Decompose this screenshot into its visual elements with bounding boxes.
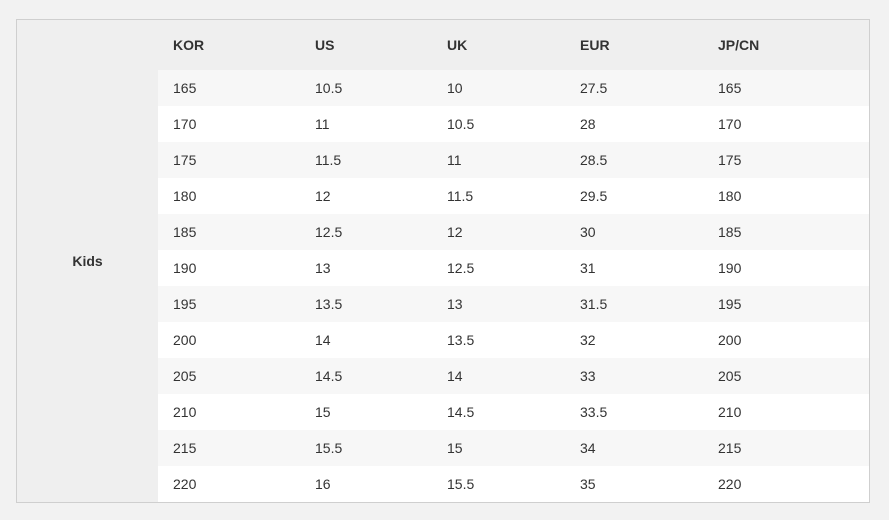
cell-kor: 170 <box>173 116 197 132</box>
cell-kor: 205 <box>173 368 197 384</box>
cell-eur: 28.5 <box>580 152 608 168</box>
cell-uk: 14.5 <box>447 404 475 420</box>
cell-kor: 200 <box>173 332 197 348</box>
cell-uk: 12 <box>447 224 463 240</box>
cell-eur: 28 <box>580 116 596 132</box>
column-header-jp-cn: JP/CN <box>718 37 760 53</box>
column-header-kor: KOR <box>173 37 205 53</box>
cell-uk: 10.5 <box>447 116 475 132</box>
cell-jp-cn: 210 <box>718 404 742 420</box>
cell-us: 14 <box>315 332 331 348</box>
cell-kor: 180 <box>173 188 197 204</box>
cell-kor: 215 <box>173 440 197 456</box>
cell-eur: 29.5 <box>580 188 608 204</box>
cell-jp-cn: 195 <box>718 296 742 312</box>
table-row: 185 12.5 12 30 185 <box>158 214 869 250</box>
table-body: 165 10.5 10 27.5 165 170 11 10.5 28 170 175 11.5 11 2… <box>158 70 869 502</box>
cell-us: 11.5 <box>315 152 342 168</box>
table-row: 220 16 15.5 35 220 <box>158 466 869 502</box>
cell-eur: 31.5 <box>580 296 608 312</box>
cell-jp-cn: 220 <box>718 476 742 492</box>
column-header-us: US <box>315 37 335 53</box>
cell-us: 11 <box>315 116 330 132</box>
cell-kor: 210 <box>173 404 197 420</box>
size-chart-table: Kids KOR US UK EUR JP/CN 165 10.5 10 27.5 16… <box>16 19 870 503</box>
cell-kor: 165 <box>173 80 197 96</box>
cell-uk: 13 <box>447 296 463 312</box>
cell-eur: 34 <box>580 440 596 456</box>
table-row: 210 15 14.5 33.5 210 <box>158 394 869 430</box>
cell-us: 12 <box>315 188 331 204</box>
cell-eur: 33.5 <box>580 404 608 420</box>
cell-us: 13.5 <box>315 296 343 312</box>
cell-uk: 15 <box>447 440 463 456</box>
table-row: 175 11.5 11 28.5 175 <box>158 142 869 178</box>
table-row: 200 14 13.5 32 200 <box>158 322 869 358</box>
cell-uk: 13.5 <box>447 332 475 348</box>
cell-kor: 185 <box>173 224 197 240</box>
table-row: 165 10.5 10 27.5 165 <box>158 70 869 106</box>
table-row: 205 14.5 14 33 205 <box>158 358 869 394</box>
table-row: 180 12 11.5 29.5 180 <box>158 178 869 214</box>
cell-eur: 33 <box>580 368 596 384</box>
cell-jp-cn: 215 <box>718 440 742 456</box>
cell-us: 16 <box>315 476 331 492</box>
cell-eur: 31 <box>580 260 596 276</box>
cell-jp-cn: 165 <box>718 80 742 96</box>
cell-uk: 11.5 <box>447 188 474 204</box>
cell-uk: 11 <box>447 152 462 168</box>
cell-eur: 27.5 <box>580 80 608 96</box>
cell-jp-cn: 180 <box>718 188 742 204</box>
cell-eur: 32 <box>580 332 596 348</box>
table-header-row: KOR US UK EUR JP/CN <box>158 20 869 70</box>
cell-us: 13 <box>315 260 331 276</box>
cell-us: 15 <box>315 404 331 420</box>
cell-kor: 175 <box>173 152 197 168</box>
table-row: 190 13 12.5 31 190 <box>158 250 869 286</box>
cell-jp-cn: 205 <box>718 368 742 384</box>
cell-us: 15.5 <box>315 440 343 456</box>
column-header-uk: UK <box>447 37 468 53</box>
cell-jp-cn: 200 <box>718 332 742 348</box>
group-label: Kids <box>17 20 158 502</box>
cell-uk: 10 <box>447 80 463 96</box>
table-row: 215 15.5 15 34 215 <box>158 430 869 466</box>
cell-jp-cn: 175 <box>718 152 742 168</box>
cell-us: 10.5 <box>315 80 343 96</box>
cell-eur: 35 <box>580 476 596 492</box>
cell-uk: 15.5 <box>447 476 475 492</box>
cell-us: 14.5 <box>315 368 343 384</box>
cell-jp-cn: 190 <box>718 260 742 276</box>
cell-jp-cn: 170 <box>718 116 742 132</box>
table-row: 195 13.5 13 31.5 195 <box>158 286 869 322</box>
cell-uk: 12.5 <box>447 260 475 276</box>
table-row: 170 11 10.5 28 170 <box>158 106 869 142</box>
cell-kor: 195 <box>173 296 197 312</box>
cell-kor: 220 <box>173 476 197 492</box>
cell-eur: 30 <box>580 224 596 240</box>
cell-kor: 190 <box>173 260 197 276</box>
cell-uk: 14 <box>447 368 463 384</box>
cell-us: 12.5 <box>315 224 343 240</box>
cell-jp-cn: 185 <box>718 224 742 240</box>
column-header-eur: EUR <box>580 37 610 53</box>
